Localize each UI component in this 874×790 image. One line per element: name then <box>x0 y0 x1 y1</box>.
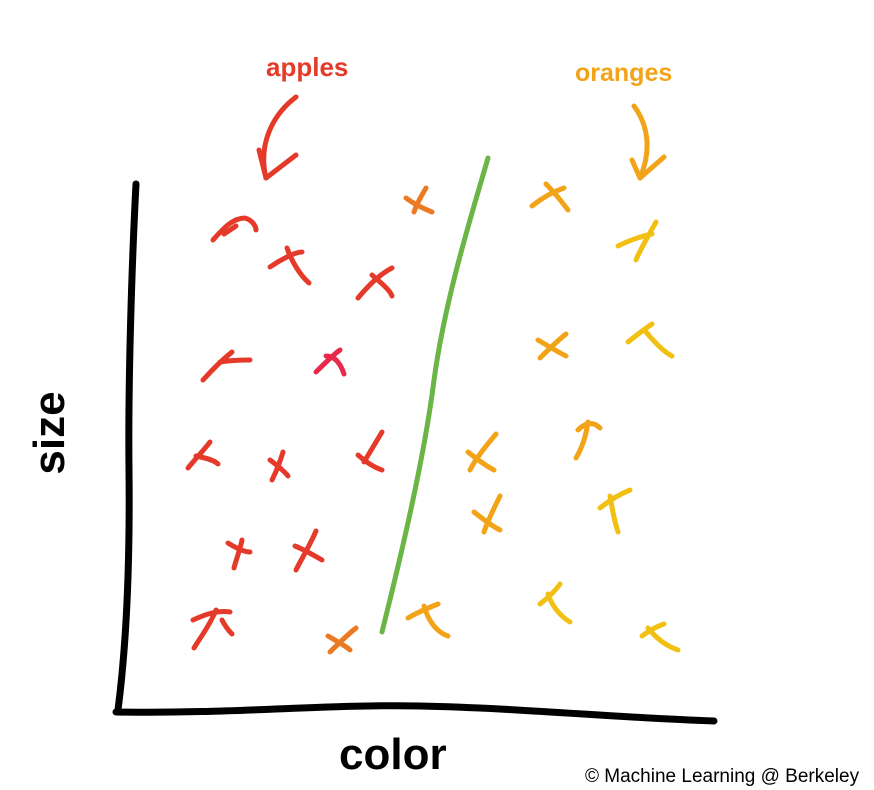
apple-marker <box>292 528 325 573</box>
orange-markers <box>405 181 603 639</box>
y-axis-line <box>114 180 140 714</box>
orange-marker <box>573 419 603 461</box>
x-axis-label: color <box>339 730 447 779</box>
boundary-marker <box>325 625 359 655</box>
apple-marker <box>185 439 221 471</box>
orange-marker <box>535 331 569 361</box>
orange-marker <box>405 601 451 639</box>
decision-boundary-line <box>379 155 491 635</box>
yellow-marker <box>537 581 573 625</box>
y-axis-label: size <box>25 391 74 475</box>
apples-arrow-icon <box>256 94 299 181</box>
yellow-marker <box>597 487 633 535</box>
apple-markers <box>185 215 395 651</box>
copyright-text: © Machine Learning @ Berkeley <box>585 766 860 787</box>
oranges-arrow-icon <box>629 103 667 181</box>
apple-marker <box>210 215 259 243</box>
yellow-marker <box>639 621 681 653</box>
apple-marker <box>200 349 253 383</box>
orange-marker <box>471 493 503 535</box>
apple-marker <box>355 265 395 301</box>
oranges-label: oranges <box>575 59 673 87</box>
boundary-markers <box>325 185 435 655</box>
apples-label: apples <box>266 52 349 82</box>
orange-marker <box>465 431 499 473</box>
apple-marker <box>313 347 347 377</box>
apple-marker <box>267 449 291 483</box>
apple-marker <box>190 607 235 651</box>
yellow-marker <box>625 321 675 359</box>
orange-marker <box>529 181 571 213</box>
yellow-marker <box>615 219 659 263</box>
boundary-marker <box>403 185 435 215</box>
apple-marker <box>355 429 385 473</box>
yellow-markers <box>537 219 681 653</box>
apple-marker <box>225 537 253 571</box>
apple-marker <box>267 245 312 286</box>
x-axis-line <box>112 702 718 725</box>
